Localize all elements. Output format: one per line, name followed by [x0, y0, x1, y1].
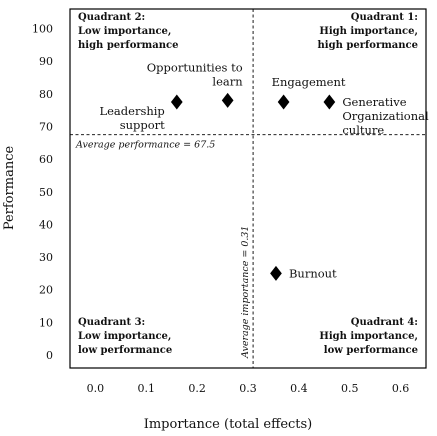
y-tick-label: 10: [39, 316, 53, 329]
data-point-label: Burnout: [289, 266, 337, 280]
y-tick-label: 90: [39, 55, 53, 68]
x-tick-label: 0.3: [239, 382, 257, 395]
quadrant-q4-label-line: Quadrant 4:: [351, 317, 418, 328]
quadrant-q1-label-line: high performance: [318, 40, 418, 51]
quadrant-q3-label: Quadrant 3: Low importance, low performanc…: [78, 317, 172, 356]
quadrant-q4-label-line: High importance,: [319, 331, 418, 342]
data-points: Leadership support Opportunities to learn En…: [99, 60, 429, 281]
data-point-label-line: Generative: [342, 95, 406, 109]
quadrant-q2-label-line: Low importance,: [78, 26, 171, 37]
data-point-label-line: support: [120, 118, 165, 132]
reference-lines: Average performance = 67.5 Average import…: [70, 9, 426, 368]
y-tick-label: 50: [39, 186, 53, 199]
x-axis-ticks: 0.0 0.1 0.2 0.3 0.4 0.5 0.6: [87, 382, 410, 395]
data-point-marker: [221, 92, 234, 108]
data-point-marker: [270, 265, 282, 281]
quadrant-q2-label-line: high performance: [78, 40, 178, 51]
y-tick-label: 70: [39, 120, 53, 133]
quadrant-labels: Quadrant 2: Low importance, high performan…: [78, 12, 418, 356]
x-tick-label: 0.2: [188, 382, 206, 395]
data-point-label-line: Burnout: [289, 266, 337, 280]
y-tick-label: 0: [46, 349, 53, 362]
x-axis-label: Importance (total effects): [144, 417, 313, 432]
quadrant-q3-label-line: low performance: [78, 345, 172, 356]
data-point-label: Leadership support: [99, 104, 165, 132]
data-point-label-line: Organizational: [342, 109, 429, 123]
data-point-label-line: learn: [212, 74, 243, 88]
x-tick-label: 0.6: [392, 382, 410, 395]
data-point-marker: [323, 94, 336, 110]
data-point-label: Opportunities to learn: [147, 60, 243, 88]
data-point-label-line: culture: [342, 123, 384, 137]
plot-frame: [69, 8, 427, 369]
data-point-label-line: Leadership: [99, 104, 164, 118]
data-point-label: Engagement: [272, 75, 346, 89]
quadrant-q3-label-line: Quadrant 3:: [78, 317, 145, 328]
y-tick-label: 20: [39, 284, 53, 297]
x-tick-label: 0.4: [290, 382, 308, 395]
data-point-label: Generative Organizational culture: [342, 95, 429, 137]
y-tick-label: 80: [39, 88, 53, 101]
quadrant-q1-label: Quadrant 1: High importance, high performa…: [318, 12, 418, 51]
data-point-label-line: Engagement: [272, 75, 346, 89]
y-axis-label: Performance: [2, 146, 17, 231]
quadrant-q2-label-line: Quadrant 2:: [78, 12, 145, 23]
quadrant-q4-label: Quadrant 4: High importance, low performan…: [319, 317, 418, 356]
x-tick-label: 0.0: [87, 382, 105, 395]
x-tick-label: 0.5: [341, 382, 359, 395]
quadrant-q4-label-line: low performance: [324, 345, 418, 356]
average-performance-label: Average performance = 67.5: [75, 140, 215, 151]
data-point-marker: [277, 94, 290, 110]
quadrant-q3-label-line: Low importance,: [78, 331, 171, 342]
data-point-marker: [170, 94, 183, 110]
y-tick-label: 30: [39, 251, 53, 264]
y-tick-label: 40: [39, 218, 53, 231]
data-point-label-line: Opportunities to: [147, 60, 243, 74]
quadrant-q2-label: Quadrant 2: Low importance, high performan…: [78, 12, 178, 51]
x-tick-label: 0.1: [138, 382, 156, 395]
y-tick-label: 60: [39, 153, 53, 166]
y-axis-ticks: 0 10 20 30 40 50 60 70 80 90 100: [32, 23, 53, 362]
quadrant-q1-label-line: High importance,: [319, 26, 418, 37]
average-importance-label: Average importance = 0.31: [240, 226, 251, 359]
quadrant-q1-label-line: Quadrant 1:: [351, 12, 418, 23]
y-tick-label: 100: [32, 23, 53, 36]
